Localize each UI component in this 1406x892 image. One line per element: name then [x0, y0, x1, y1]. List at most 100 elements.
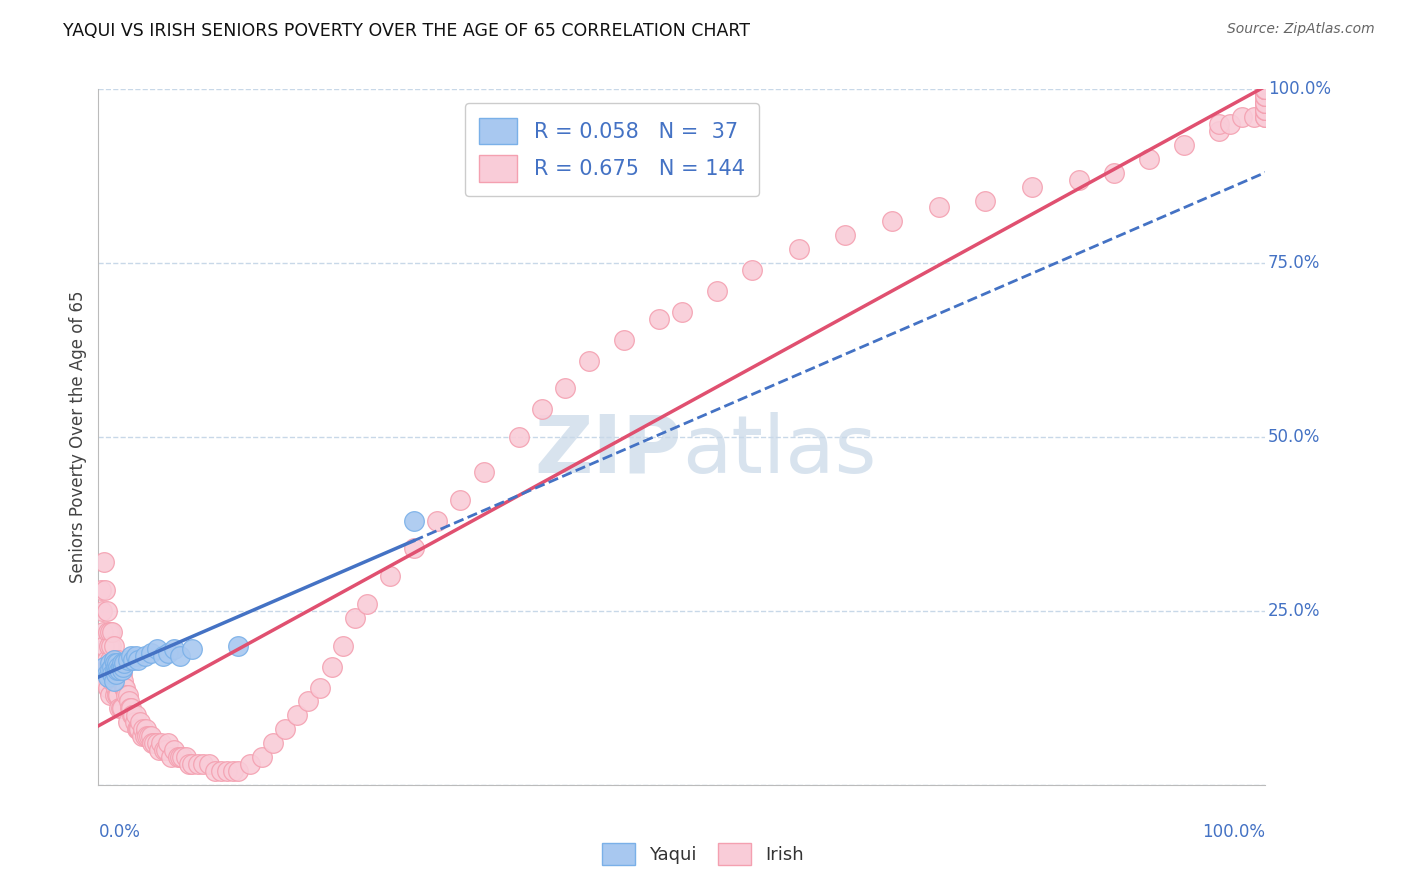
Point	[152, 743, 174, 757]
Point	[228, 764, 250, 778]
Point	[159, 750, 181, 764]
Point	[90, 583, 112, 598]
Point	[1254, 103, 1277, 117]
Point	[125, 723, 148, 737]
Point	[136, 729, 159, 743]
Point	[120, 701, 142, 715]
Point	[1254, 110, 1277, 124]
Point	[120, 649, 142, 664]
Point	[98, 663, 121, 677]
Point	[114, 681, 136, 695]
Point	[152, 649, 174, 664]
Point	[121, 708, 143, 723]
Point	[93, 555, 115, 569]
Point	[209, 764, 232, 778]
Point	[1230, 110, 1253, 124]
Point	[1254, 82, 1277, 96]
Point	[179, 757, 201, 772]
Point	[125, 708, 148, 723]
Point	[108, 663, 131, 677]
Point	[187, 757, 209, 772]
Point	[198, 757, 221, 772]
Point	[97, 624, 120, 639]
Point	[139, 646, 162, 660]
Point	[834, 228, 856, 243]
Point	[127, 653, 149, 667]
Point	[100, 639, 122, 653]
Point	[1021, 179, 1043, 194]
Point	[613, 333, 636, 347]
Point	[1067, 172, 1090, 186]
Point	[111, 673, 134, 688]
Point	[98, 657, 121, 671]
Point	[141, 736, 163, 750]
Text: 0.0%: 0.0%	[98, 823, 141, 841]
Point	[508, 430, 530, 444]
Point	[97, 659, 120, 673]
Point	[530, 402, 553, 417]
Point	[128, 723, 150, 737]
Point	[127, 723, 149, 737]
Point	[104, 681, 127, 695]
Point	[108, 666, 131, 681]
Point	[111, 666, 134, 681]
Point	[134, 649, 156, 664]
Point	[104, 666, 127, 681]
Point	[332, 639, 354, 653]
Point	[103, 673, 125, 688]
Point	[1254, 89, 1277, 103]
Point	[402, 514, 425, 528]
Point	[105, 663, 128, 677]
Point	[110, 666, 132, 681]
Point	[1254, 110, 1277, 124]
Point	[787, 242, 810, 256]
Point	[97, 666, 120, 681]
Point	[101, 659, 124, 673]
Point	[741, 263, 763, 277]
Point	[131, 729, 153, 743]
Point	[112, 681, 135, 695]
Point	[122, 653, 145, 667]
Point	[250, 750, 273, 764]
Point	[103, 653, 125, 667]
Point	[103, 639, 125, 653]
Point	[132, 723, 155, 737]
Point	[96, 653, 118, 667]
Point	[166, 750, 188, 764]
Point	[356, 597, 378, 611]
Text: 25.0%: 25.0%	[1268, 602, 1320, 620]
Point	[107, 688, 129, 702]
Point	[134, 729, 156, 743]
Point	[1102, 166, 1125, 180]
Text: YAQUI VS IRISH SENIORS POVERTY OVER THE AGE OF 65 CORRELATION CHART: YAQUI VS IRISH SENIORS POVERTY OVER THE …	[63, 22, 751, 40]
Point	[111, 659, 134, 673]
Point	[1254, 103, 1277, 117]
Point	[111, 663, 134, 677]
Legend: R = 0.058   N =  37, R = 0.675   N = 144: R = 0.058 N = 37, R = 0.675 N = 144	[465, 103, 759, 196]
Point	[402, 541, 425, 556]
Point	[98, 688, 121, 702]
Point	[103, 666, 125, 681]
Point	[107, 659, 129, 673]
Point	[117, 715, 139, 730]
Point	[148, 743, 170, 757]
Point	[285, 708, 308, 723]
Point	[163, 743, 186, 757]
Point	[93, 659, 115, 673]
Point	[239, 757, 262, 772]
Point	[380, 569, 402, 583]
Point	[105, 657, 128, 671]
Text: atlas: atlas	[682, 412, 876, 490]
Point	[1137, 152, 1160, 166]
Point	[169, 750, 191, 764]
Point	[1254, 82, 1277, 96]
Point	[880, 214, 903, 228]
Point	[118, 701, 141, 715]
Point	[139, 729, 162, 743]
Point	[101, 666, 124, 681]
Point	[671, 305, 693, 319]
Point	[174, 750, 197, 764]
Point	[1254, 82, 1277, 96]
Text: 50.0%: 50.0%	[1268, 428, 1320, 446]
Point	[1254, 82, 1277, 96]
